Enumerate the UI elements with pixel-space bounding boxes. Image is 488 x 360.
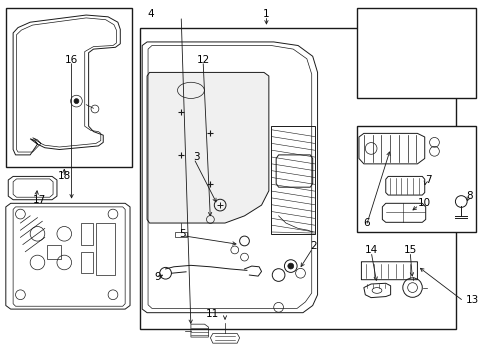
Text: 14: 14: [364, 245, 377, 255]
Text: 1: 1: [263, 9, 269, 19]
Polygon shape: [147, 72, 268, 223]
Text: 2: 2: [309, 241, 316, 251]
Bar: [81, 252, 93, 273]
Bar: [140, 28, 455, 329]
Text: 16: 16: [65, 55, 78, 65]
Bar: [47, 244, 61, 259]
Text: 18: 18: [58, 171, 71, 181]
Text: 8: 8: [465, 191, 472, 201]
Bar: [356, 8, 475, 98]
Text: 3: 3: [193, 152, 200, 162]
Text: 4: 4: [147, 9, 154, 19]
Text: 13: 13: [465, 295, 478, 305]
Text: 6: 6: [362, 218, 369, 228]
Text: 9: 9: [154, 272, 161, 282]
Text: 12: 12: [196, 55, 209, 65]
Text: 15: 15: [403, 245, 416, 255]
Text: 17: 17: [33, 195, 46, 205]
Bar: [175, 232, 186, 237]
Circle shape: [74, 99, 79, 104]
Circle shape: [287, 263, 293, 269]
Bar: [6, 8, 132, 167]
Text: 10: 10: [417, 198, 429, 208]
Bar: [81, 223, 93, 244]
Text: 7: 7: [424, 175, 430, 185]
Text: 11: 11: [206, 310, 219, 319]
Bar: [356, 126, 475, 232]
Bar: [96, 223, 115, 275]
Text: 5: 5: [179, 229, 185, 239]
